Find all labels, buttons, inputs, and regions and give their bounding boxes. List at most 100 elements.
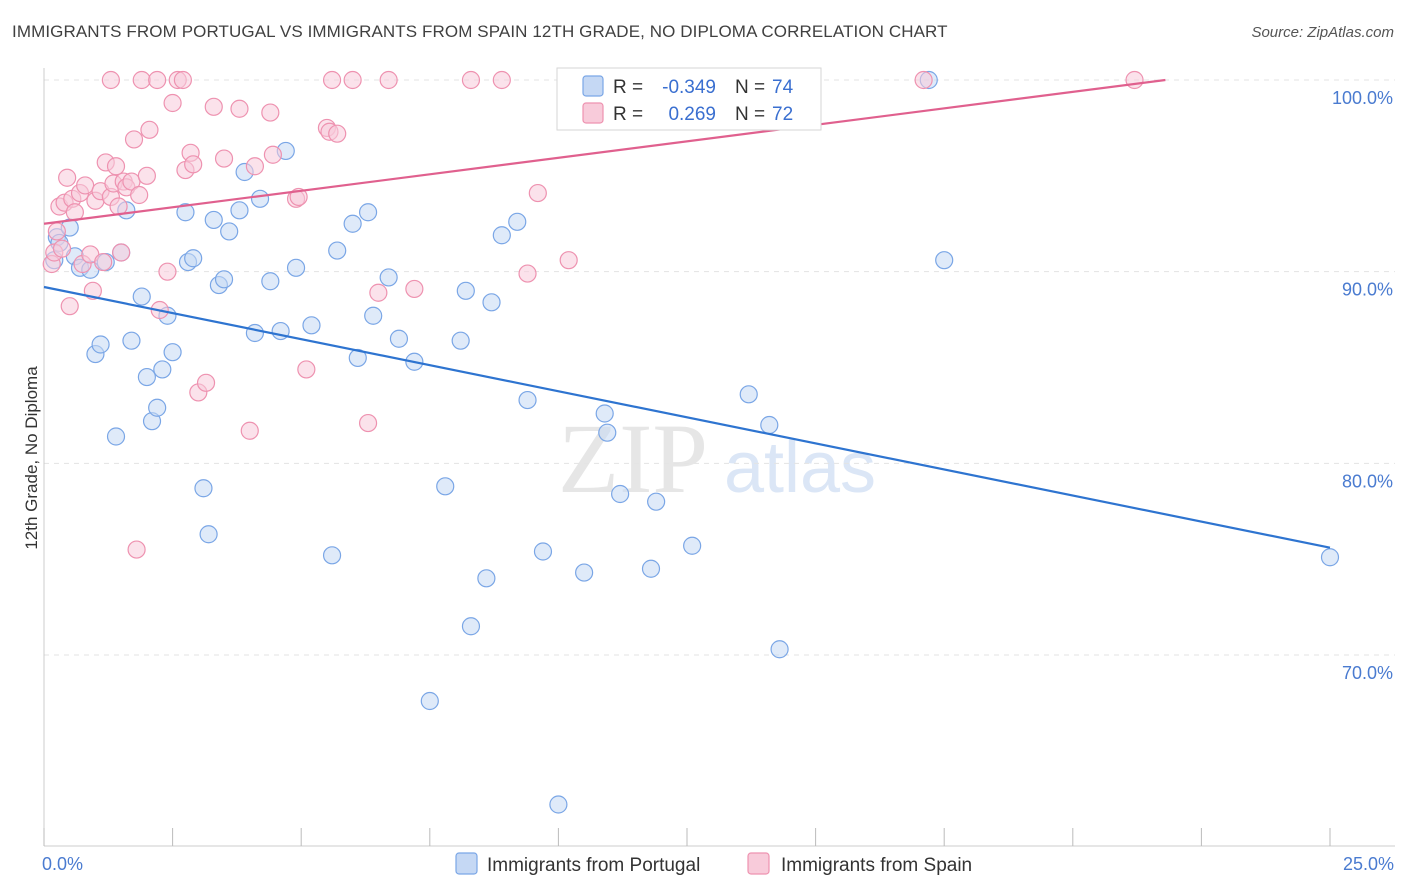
watermark: ZIP atlas xyxy=(558,403,876,514)
x-tick-label-start: 0.0% xyxy=(42,854,83,874)
spain-point-32 xyxy=(140,120,159,139)
spain-point-41 xyxy=(184,155,203,174)
portugal-point-26 xyxy=(204,210,223,230)
series-spain-points xyxy=(42,70,1144,559)
spain-point-46 xyxy=(230,99,249,118)
portugal-point-21 xyxy=(176,203,195,222)
stats-swatch-portugal xyxy=(582,75,604,97)
x-tick-label-end: 25.0% xyxy=(1343,854,1394,874)
spain-point-45 xyxy=(214,149,234,168)
spain-point-47 xyxy=(240,421,259,440)
portugal-point-34 xyxy=(261,272,280,291)
portugal-point-59 xyxy=(549,795,568,814)
portugal-point-63 xyxy=(611,484,630,504)
spain-point-59 xyxy=(358,413,378,433)
portugal-point-52 xyxy=(461,617,481,636)
portugal-point-14 xyxy=(132,287,151,306)
portugal-point-33 xyxy=(250,189,270,208)
portugal-point-10 xyxy=(106,427,126,446)
portugal-point-28 xyxy=(214,270,234,289)
trend-lines xyxy=(43,78,1331,549)
portugal-point-71 xyxy=(935,251,954,270)
spain-point-23 xyxy=(112,243,131,262)
stats-n-value-portugal: 74 xyxy=(772,77,794,98)
spain-point-60 xyxy=(369,283,388,302)
portugal-point-44 xyxy=(364,306,383,325)
portugal-point-60 xyxy=(575,563,594,582)
spain-point-17 xyxy=(94,252,113,272)
spain-point-44 xyxy=(204,97,223,116)
portugal-point-23 xyxy=(184,249,203,268)
x-ticks xyxy=(43,828,1331,846)
spain-point-56 xyxy=(322,70,342,90)
y-axis-label: 12th Grade, No Diploma xyxy=(22,366,41,550)
spain-point-36 xyxy=(163,93,182,113)
portugal-point-57 xyxy=(518,390,537,410)
legend-swatch-spain xyxy=(747,852,770,875)
portugal-point-55 xyxy=(492,226,511,245)
stats-n-label-portugal: N = xyxy=(735,77,765,98)
stats-r-value-spain: 0.269 xyxy=(668,104,716,125)
spain-point-43 xyxy=(196,373,216,392)
portugal-point-20 xyxy=(163,343,182,362)
stats-n-value-spain: 72 xyxy=(772,104,793,125)
portugal-point-37 xyxy=(286,258,306,277)
spain-point-27 xyxy=(124,130,144,149)
portugal-point-46 xyxy=(389,329,409,348)
legend-label-portugal: Immigrants from Portugal xyxy=(487,855,700,876)
spain-point-2 xyxy=(47,222,66,241)
portugal-point-61 xyxy=(595,404,614,423)
spain-point-58 xyxy=(343,70,362,90)
portugal-point-66 xyxy=(683,536,702,555)
spain-point-69 xyxy=(914,70,933,90)
y-tick-label-2: 80.0% xyxy=(1342,471,1393,491)
spain-point-48 xyxy=(245,157,265,176)
portugal-point-54 xyxy=(482,293,501,312)
portugal-point-67 xyxy=(739,385,758,404)
spain-point-30 xyxy=(132,70,151,90)
y-tick-label-1: 90.0% xyxy=(1342,280,1393,300)
spain-point-6 xyxy=(58,168,77,187)
portugal-point-58 xyxy=(533,542,553,561)
spain-point-70 xyxy=(1125,70,1144,90)
spain-point-28 xyxy=(127,540,146,559)
spain-point-29 xyxy=(130,185,149,205)
stats-swatch-spain xyxy=(582,102,604,124)
spain-point-61 xyxy=(379,70,398,90)
portugal-point-43 xyxy=(358,203,378,222)
portugal-point-38 xyxy=(302,316,321,335)
portugal-point-62 xyxy=(598,423,617,442)
portugal-point-39 xyxy=(322,546,342,565)
spain-point-50 xyxy=(263,145,283,164)
portugal-point-8 xyxy=(91,335,110,354)
spain-point-12 xyxy=(76,176,95,195)
spain-point-38 xyxy=(173,70,192,90)
portugal-point-25 xyxy=(199,525,218,544)
portugal-point-65 xyxy=(647,492,666,511)
y-tick-label-0: 100.0% xyxy=(1332,88,1393,108)
portugal-point-50 xyxy=(451,331,470,350)
chart-source: Source: ZipAtlas.com xyxy=(1251,24,1394,41)
portugal-point-41 xyxy=(343,214,362,233)
portugal-trend-line xyxy=(43,285,1331,549)
spain-point-63 xyxy=(461,70,481,90)
spain-point-64 xyxy=(492,70,511,90)
legend-label-spain: Immigrants from Spain xyxy=(781,855,972,876)
spain-point-57 xyxy=(328,124,347,143)
portugal-point-17 xyxy=(148,398,167,417)
spain-point-65 xyxy=(518,264,537,283)
portugal-point-15 xyxy=(137,367,156,387)
portugal-point-40 xyxy=(328,241,347,260)
portugal-point-68 xyxy=(760,415,779,435)
bottom-legend: Immigrants from Portugal Immigrants from… xyxy=(455,852,972,876)
chart-title: IMMIGRANTS FROM PORTUGAL VS IMMIGRANTS F… xyxy=(12,22,948,41)
portugal-point-13 xyxy=(122,331,141,350)
spain-point-49 xyxy=(261,103,280,122)
spain-point-33 xyxy=(148,70,167,90)
spain-point-66 xyxy=(528,183,547,203)
portugal-point-45 xyxy=(379,268,398,287)
stats-n-label-spain: N = xyxy=(735,104,765,125)
portugal-point-51 xyxy=(456,281,475,300)
stats-legend-box: R = -0.349 N = 74 R = 0.269 N = 72 xyxy=(556,67,822,131)
